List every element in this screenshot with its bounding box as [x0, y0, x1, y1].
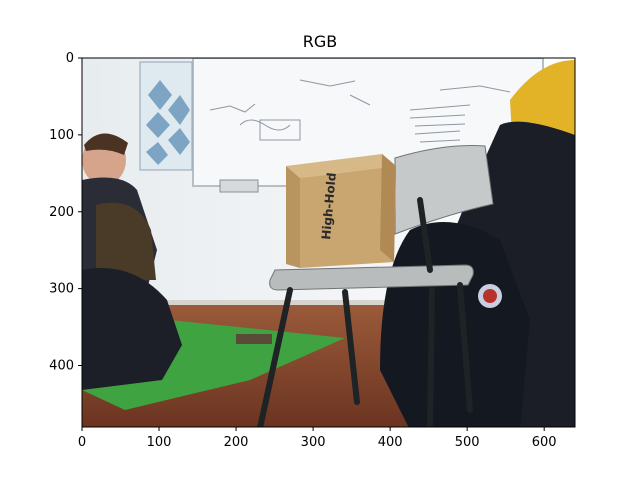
x-axis: 0 100 200 300 400 500 600 — [78, 427, 557, 450]
x-tick-label: 500 — [455, 435, 480, 450]
y-tick-label: 100 — [49, 128, 74, 143]
rgb-image: High-Hold — [82, 58, 575, 427]
cardboard-box: High-Hold — [286, 154, 396, 268]
y-axis: 0 100 200 300 400 — [49, 51, 82, 374]
chair — [257, 145, 494, 427]
x-tick-label: 200 — [224, 435, 249, 450]
x-tick-label: 600 — [532, 435, 557, 450]
whiteboard-writing — [209, 79, 511, 143]
x-tick-label: 100 — [147, 435, 172, 450]
y-tick-label: 300 — [49, 282, 74, 297]
y-tick-label: 0 — [66, 51, 74, 66]
y-tick-label: 200 — [49, 205, 74, 220]
x-tick-label: 300 — [301, 435, 326, 450]
axes-frame — [81, 57, 576, 428]
x-tick-label: 400 — [378, 435, 403, 450]
wall-socket — [219, 179, 259, 193]
figure-title: RGB — [302, 32, 338, 51]
svg-text:High-Hold: High-Hold — [319, 172, 339, 240]
x-tick-label: 0 — [78, 435, 86, 450]
seated-person — [82, 133, 182, 390]
y-tick-label: 400 — [49, 359, 74, 374]
